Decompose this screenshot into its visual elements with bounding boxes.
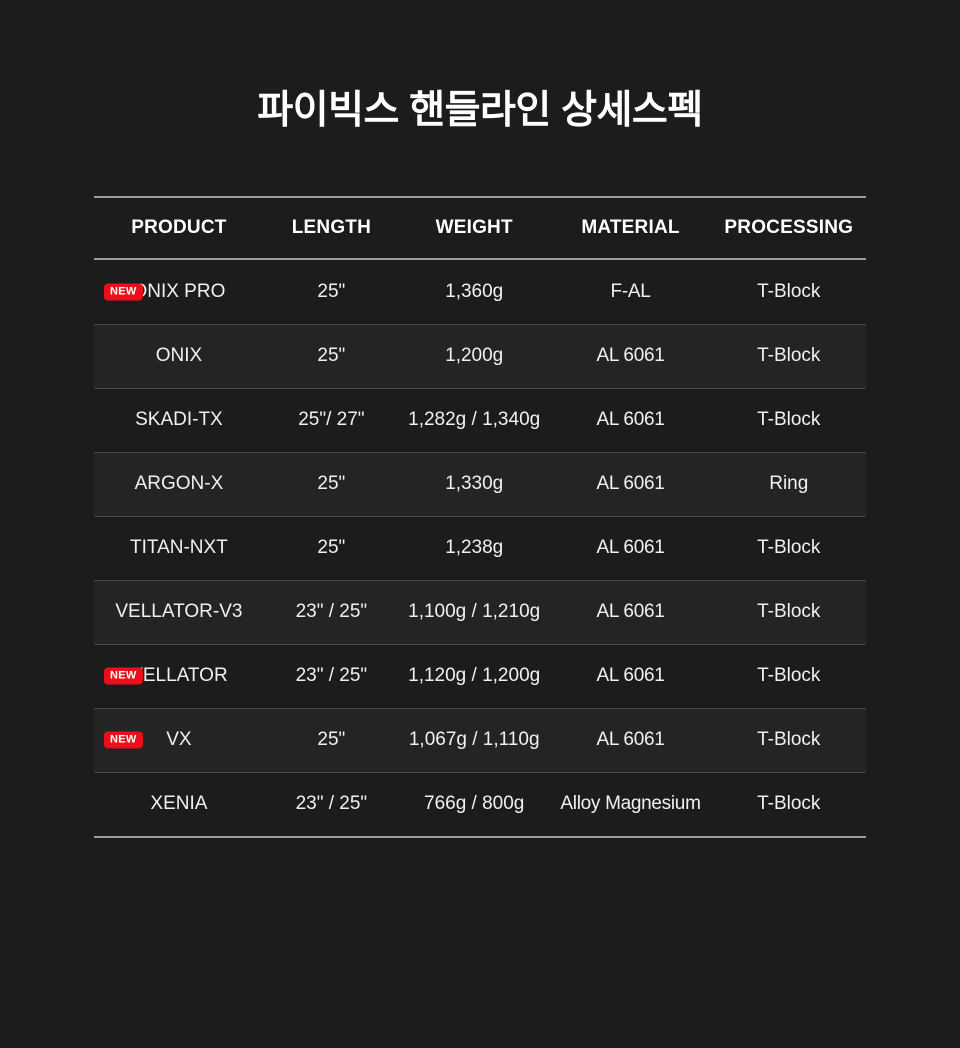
product-cell: NEW ONIX PRO [94,281,264,303]
product-name: ONIX PRO [132,280,226,302]
length-cell: 23" / 25" [295,793,368,815]
length-cell: 25" [317,280,346,302]
spec-table: PRODUCT LENGTH WEIGHT MATERIAL PROCESSIN… [94,195,866,838]
material-cell: AL 6061 [596,345,665,367]
product-cell: NEW VX [94,729,264,751]
product-name: XENIA [150,793,208,815]
new-badge: NEW [104,283,143,301]
processing-cell: T-Block [757,537,821,559]
length-cell: 25" [317,537,346,559]
weight-cell: 766g / 800g [424,793,525,815]
new-badge: NEW [104,731,143,749]
product-cell: NEW ONIX [94,345,264,367]
material-cell: AL 6061 [596,729,665,751]
product-name: VX [166,729,192,751]
material-cell: AL 6061 [596,409,665,431]
product-cell: NEW ARGON-X [94,473,264,495]
column-header-length: LENGTH [291,216,372,238]
table-row: NEW ONIX 25" 1,200g AL 6061 T-Block [94,323,866,388]
material-cell: F-AL [610,280,651,302]
weight-cell: 1,067g / 1,110g [408,729,540,751]
weight-cell: 1,100g / 1,210g [408,601,541,623]
table-row: NEW TITAN-NXT 25" 1,238g AL 6061 T-Block [94,515,866,580]
weight-cell: 1,238g [445,537,504,559]
product-name: ARGON-X [134,473,224,495]
material-cell: Alloy Magnesium [560,793,701,815]
table-row: NEW VX 25" 1,067g / 1,110g AL 6061 T-Blo… [94,707,866,772]
table-row: NEW VELLATOR-V3 23" / 25" 1,100g / 1,210… [94,579,866,644]
new-badge: NEW [104,667,143,685]
length-cell: 25" [317,345,346,367]
table-row: NEW XENIA 23" / 25" 766g / 800g Alloy Ma… [94,771,866,836]
processing-cell: Ring [769,473,809,495]
weight-cell: 1,282g / 1,340g [408,409,541,431]
product-name: VELLATOR [130,665,228,687]
processing-cell: T-Block [757,665,821,687]
material-cell: AL 6061 [596,473,665,495]
product-cell: NEW VELLATOR-V3 [94,601,264,623]
material-cell: AL 6061 [596,665,665,687]
column-header-material: MATERIAL [581,216,680,238]
table-row: NEW VELLATOR 23" / 25" 1,120g / 1,200g A… [94,643,866,708]
product-name: ONIX [155,345,203,367]
weight-cell: 1,120g / 1,200g [408,665,541,687]
processing-cell: T-Block [757,793,821,815]
product-cell: NEW TITAN-NXT [94,537,264,559]
product-cell: NEW VELLATOR [94,665,264,687]
table-body: NEW ONIX PRO 25" 1,360g F-AL T-Block NEW… [94,260,866,836]
processing-cell: T-Block [757,729,821,751]
column-header-weight: WEIGHT [435,216,513,238]
spec-page: 파이빅스 핸들라인 상세스펙 PRODUCT LENGTH WEIGHT MAT… [0,88,960,838]
length-cell: 23" / 25" [295,601,368,623]
page-title: 파이빅스 핸들라인 상세스펙 [257,89,703,132]
column-header-processing: PROCESSING [724,216,854,238]
table-row: NEW ARGON-X 25" 1,330g AL 6061 Ring [94,451,866,516]
processing-cell: T-Block [757,601,821,623]
processing-cell: T-Block [757,280,821,302]
material-cell: AL 6061 [596,601,665,623]
table-row: NEW ONIX PRO 25" 1,360g F-AL T-Block [94,260,866,324]
weight-cell: 1,360g [445,280,504,302]
column-header-product: PRODUCT [131,216,227,238]
processing-cell: T-Block [757,345,821,367]
table-header-row: PRODUCT LENGTH WEIGHT MATERIAL PROCESSIN… [94,198,866,260]
length-cell: 25" [317,473,346,495]
length-cell: 25"/ 27" [298,409,365,431]
weight-cell: 1,200g [445,345,504,367]
product-name: SKADI-TX [135,409,223,431]
weight-cell: 1,330g [445,473,504,495]
product-cell: NEW SKADI-TX [94,409,264,431]
product-cell: NEW XENIA [94,793,264,815]
processing-cell: T-Block [757,409,821,431]
product-name: VELLATOR-V3 [115,601,243,623]
length-cell: 25" [317,729,346,751]
table-row: NEW SKADI-TX 25"/ 27" 1,282g / 1,340g AL… [94,387,866,452]
product-name: TITAN-NXT [130,537,228,559]
length-cell: 23" / 25" [295,665,368,687]
material-cell: AL 6061 [596,537,665,559]
